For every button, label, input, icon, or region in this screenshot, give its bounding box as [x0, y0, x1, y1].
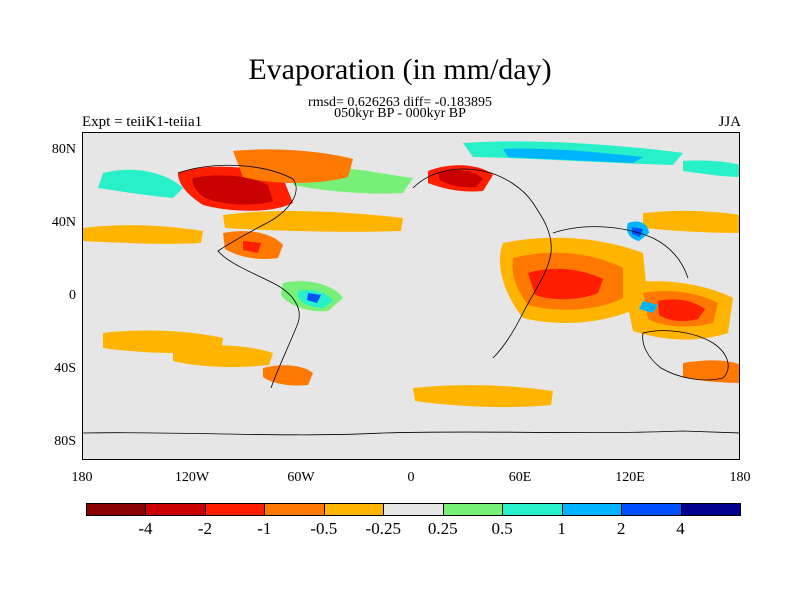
lon-label-60e: 60E [508, 470, 532, 485]
colorbar-segment [323, 503, 385, 516]
colorbar-segment [204, 503, 266, 516]
map-title: Evaporation (in mm/day) [248, 53, 552, 86]
colorbar-segment [86, 503, 147, 516]
colorbar-tick-label: -0.25 [365, 519, 401, 538]
lon-label-120e: 120E [615, 470, 645, 485]
experiment-label: Expt = teiiK1-teiia1 [82, 114, 203, 130]
colorbar-segment [383, 503, 444, 516]
colorbar-tick-label: 0.5 [491, 519, 513, 538]
lat-label-0: 0 [69, 288, 76, 303]
colorbar-tick-label: 4 [676, 519, 685, 538]
colorbar-segment [502, 503, 563, 516]
colorbar-tick-label: -2 [197, 519, 212, 538]
colorbar-tick-label: 1 [557, 519, 566, 538]
colorbar-segment [264, 503, 325, 516]
colorbar-segment [145, 503, 206, 516]
lat-label-80s: 80S [54, 434, 76, 449]
lon-label-60w: 60W [287, 470, 315, 485]
lat-label-40n: 40N [51, 215, 76, 230]
period-subtitle: 050kyr BP - 000kyr BP [334, 106, 466, 121]
colorbar-tick-label: 0.25 [427, 519, 458, 538]
colorbar-tick-label: -0.5 [310, 519, 338, 538]
evaporation-field [83, 141, 739, 459]
colorbar-tick-label: -1 [257, 519, 272, 538]
lat-label-80n: 80N [51, 142, 76, 157]
lon-label-0: 0 [407, 470, 415, 485]
map-panel [82, 132, 740, 460]
lat-label-40s: 40S [54, 361, 76, 376]
lon-label-120w: 120W [174, 470, 210, 485]
season-label: JJA [718, 114, 741, 130]
colorbar-tick-label: -4 [138, 519, 153, 538]
colorbar [86, 503, 741, 516]
lon-label-180e: 180 [729, 470, 751, 485]
colorbar-segment [442, 503, 504, 516]
colorbar-segment [561, 503, 623, 516]
lon-label-180w: 180 [71, 470, 93, 485]
colorbar-segment [621, 503, 682, 516]
stats-subtitle: rmsd= 0.626263 diff= -0.183895 [308, 95, 492, 110]
colorbar-segment [680, 503, 741, 516]
colorbar-tick-label: 2 [616, 519, 626, 538]
